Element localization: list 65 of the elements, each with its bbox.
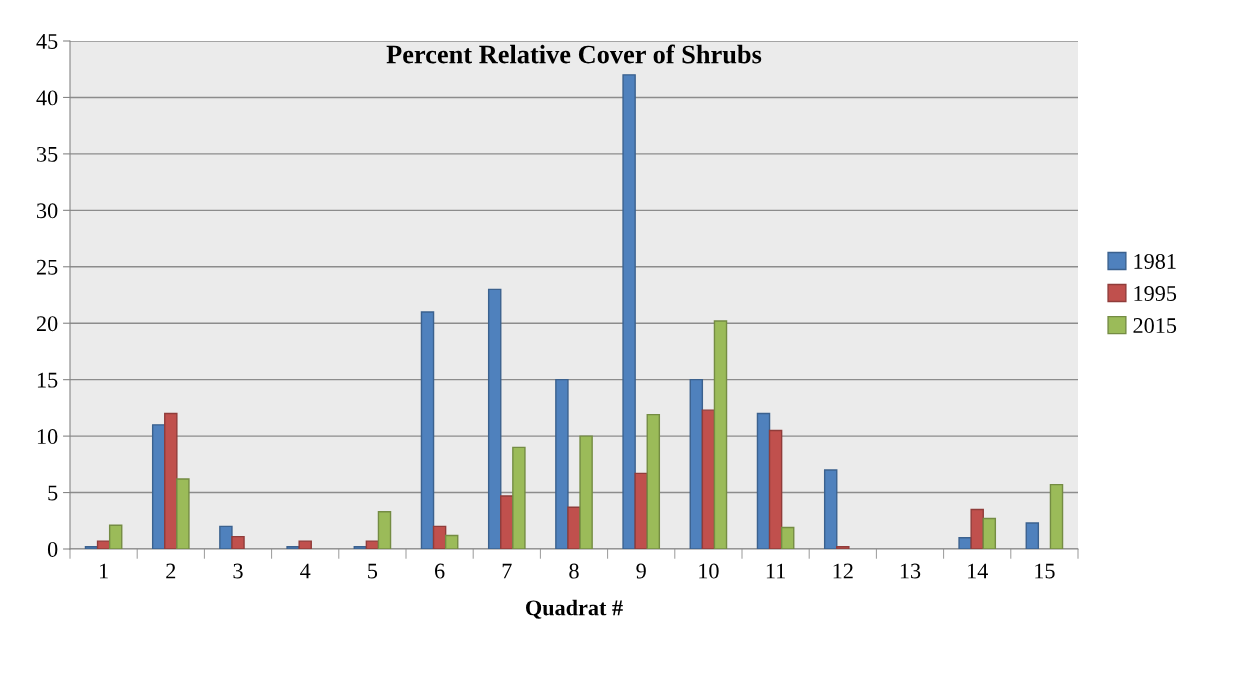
y-tick-label: 10 (37, 429, 58, 445)
bar (768, 429, 783, 549)
x-axis-title: Quadrat # (526, 599, 623, 619)
x-tick-label: 13 (900, 563, 921, 579)
legend-label: 2015 (1133, 318, 1177, 334)
x-tick-label: 12 (833, 563, 853, 579)
bar (84, 546, 99, 549)
bar (634, 472, 648, 549)
y-tick-label: 5 (48, 485, 58, 501)
y-tick-label: 30 (37, 203, 58, 219)
bar (756, 412, 771, 549)
bar (958, 537, 972, 549)
bar (555, 378, 569, 549)
x-tick-label: 3 (233, 563, 243, 579)
y-tick-label: 35 (37, 146, 58, 162)
bar (646, 413, 661, 549)
bar (713, 320, 728, 549)
bar (286, 546, 300, 549)
bar (689, 378, 704, 549)
legend-label: 1981 (1134, 253, 1176, 269)
chart-title: Percent Relative Cover of Shrubs (386, 44, 762, 64)
bar (1025, 522, 1040, 549)
y-tick-label: 25 (36, 259, 58, 275)
bar (622, 74, 636, 549)
bar (780, 526, 795, 549)
x-tick-label: 14 (968, 563, 988, 579)
bar (836, 546, 850, 549)
bar (353, 546, 368, 549)
bar (500, 495, 514, 549)
bar (487, 288, 502, 549)
x-tick-label: 6 (435, 563, 445, 579)
legend-label: 1995 (1134, 286, 1177, 301)
bar (108, 524, 123, 549)
bar (365, 540, 380, 549)
y-tick-label: 20 (36, 316, 58, 332)
bar (96, 540, 111, 549)
bar (298, 540, 312, 549)
bar (579, 435, 593, 549)
bar (176, 478, 190, 549)
y-tick-label: 15 (37, 372, 58, 388)
bar (1049, 483, 1064, 549)
bar (219, 525, 233, 549)
bar (982, 517, 997, 549)
bar (432, 525, 447, 549)
y-tick-label: 40 (36, 90, 58, 106)
x-tick-label: 7 (502, 563, 512, 579)
bar (164, 412, 178, 549)
x-tick-label: 10 (699, 563, 719, 579)
y-tick-label: 45 (36, 34, 58, 49)
bar (377, 511, 392, 549)
x-tick-label: 4 (300, 563, 311, 579)
x-tick-label: 2 (166, 563, 176, 579)
x-tick-label: 11 (766, 563, 785, 579)
bar (231, 535, 245, 549)
x-tick-label: 15 (1035, 563, 1055, 579)
x-tick-label: 9 (636, 563, 646, 579)
x-tick-label: 5 (368, 563, 378, 579)
x-tick-label: 8 (569, 563, 579, 579)
bar (512, 446, 526, 549)
x-tick-label: 1 (100, 563, 108, 579)
y-tick-label: 0 (47, 541, 58, 557)
bar (823, 469, 838, 549)
bar (420, 311, 435, 549)
bar (444, 534, 459, 549)
bar (970, 508, 984, 549)
